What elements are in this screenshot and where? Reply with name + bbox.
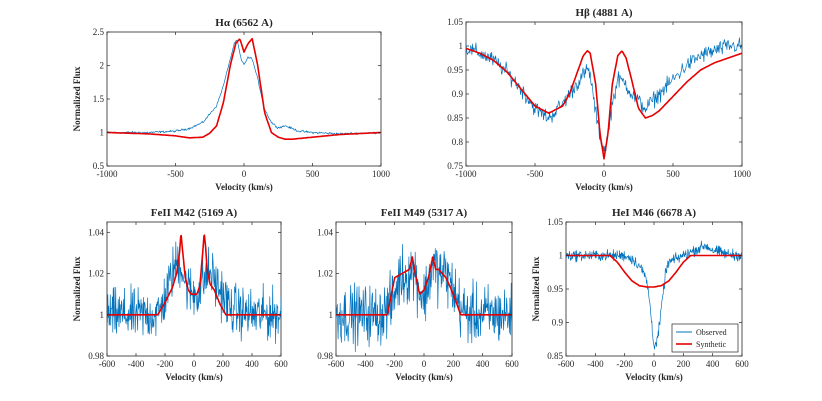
x-tick-label: -400 xyxy=(128,359,145,369)
x-tick-label: 0 xyxy=(602,169,607,179)
x-tick-label: 400 xyxy=(706,359,720,369)
panel-title: HeI M46 (6678 A) xyxy=(612,207,696,219)
panel-title: Hα (6562 A) xyxy=(215,17,273,29)
y-tick-label: 0.8 xyxy=(452,137,464,147)
x-tick-label: 0 xyxy=(652,359,657,369)
x-tick-label: 600 xyxy=(505,359,519,369)
synthetic-series-line xyxy=(336,256,512,316)
y-tick-label: 1 xyxy=(459,41,464,51)
y-tick-label: 1.02 xyxy=(317,269,333,279)
legend-label: Synthetic xyxy=(696,340,727,349)
y-tick-label: 1.04 xyxy=(317,227,333,237)
x-tick-label: -600 xyxy=(558,359,575,369)
panel-4: -600 -400 -200 0 200 400 600 0.98 1 1.02 1.04 FeII … xyxy=(317,207,519,382)
x-tick-label: 400 xyxy=(476,359,490,369)
observed-series-line xyxy=(466,37,742,153)
y-axis-label: Normalized Flux xyxy=(72,256,82,321)
legend: Observed Synthetic xyxy=(671,323,739,353)
panel-1: -1000 -500 0 500 1000 0.5 1 1.5 2 2.5 Hα (6562 A) V… xyxy=(72,17,391,192)
synthetic-series-line xyxy=(107,37,381,140)
y-tick-label: 2.5 xyxy=(93,27,105,37)
y-tick-label: 1.02 xyxy=(88,269,104,279)
y-tick-label: 0.95 xyxy=(447,65,463,75)
observed-series-line xyxy=(336,243,512,352)
x-tick-label: -1000 xyxy=(456,169,477,179)
panel-3: -600 -400 -200 0 200 400 600 0.98 1 1.02 1.04 FeII … xyxy=(72,207,288,382)
panel-2: -1000 -500 0 500 1000 0.75 0.8 0.85 0.9 0.95 1 1.05… xyxy=(447,7,751,192)
axes-frame xyxy=(465,21,743,167)
x-tick-label: 600 xyxy=(274,359,288,369)
x-tick-label: 400 xyxy=(245,359,259,369)
synthetic-series-line xyxy=(466,47,742,160)
y-tick-label: 1.05 xyxy=(447,17,463,27)
x-tick-label: 500 xyxy=(306,169,320,179)
y-tick-label: 0.98 xyxy=(88,351,104,361)
x-tick-label: 0 xyxy=(242,169,247,179)
x-tick-label: 600 xyxy=(735,359,749,369)
panel-title: Hβ (4881 A) xyxy=(575,7,632,19)
x-axis-label: Velocity (km/s) xyxy=(165,372,222,382)
y-tick-label: 0.5 xyxy=(93,161,105,171)
axes-frame xyxy=(106,31,382,167)
y-tick-label: 1 xyxy=(329,310,334,320)
y-axis-label: Normalized Flux xyxy=(531,256,541,321)
x-tick-label: 1000 xyxy=(372,169,391,179)
x-tick-label: -400 xyxy=(357,359,374,369)
y-tick-label: 1.05 xyxy=(547,217,563,227)
x-tick-label: 500 xyxy=(666,169,680,179)
y-tick-label: 1 xyxy=(100,310,105,320)
y-tick-label: 0.85 xyxy=(447,113,463,123)
x-tick-label: -1000 xyxy=(97,169,118,179)
panel-title: FeII M49 (5317 A) xyxy=(381,207,468,219)
x-tick-label: -200 xyxy=(386,359,403,369)
y-axis-label: Normalized Flux xyxy=(72,66,82,131)
x-tick-label: -200 xyxy=(157,359,174,369)
y-tick-label: 1 xyxy=(559,251,564,261)
y-tick-label: 0.98 xyxy=(317,351,333,361)
panel-title: FeII M42 (5169 A) xyxy=(151,207,238,219)
synthetic-series-line xyxy=(107,234,281,316)
x-axis-label: Velocity (km/s) xyxy=(575,182,632,192)
x-axis-label: Velocity (km/s) xyxy=(215,182,272,192)
x-tick-label: -600 xyxy=(328,359,345,369)
y-tick-label: 1 xyxy=(100,128,105,138)
x-tick-label: -500 xyxy=(167,169,184,179)
y-tick-label: 0.85 xyxy=(547,351,563,361)
y-tick-label: 0.75 xyxy=(447,161,463,171)
y-tick-label: 0.9 xyxy=(452,89,464,99)
x-tick-label: -400 xyxy=(587,359,604,369)
legend-box xyxy=(671,323,739,353)
x-tick-label: 200 xyxy=(447,359,461,369)
y-tick-label: 1.5 xyxy=(93,94,105,104)
synthetic-series-line xyxy=(566,254,742,288)
x-tick-label: -200 xyxy=(616,359,633,369)
x-tick-label: 200 xyxy=(677,359,691,369)
y-tick-label: 0.9 xyxy=(552,318,564,328)
x-tick-label: 200 xyxy=(216,359,230,369)
y-tick-label: 2 xyxy=(100,61,105,71)
x-tick-label: 0 xyxy=(192,359,197,369)
y-tick-label: 1.04 xyxy=(88,227,104,237)
y-tick-label: 0.95 xyxy=(547,284,563,294)
panel-5: -600 -400 -200 0 200 400 600 0.85 0.9 0.95 1 1.05 He… xyxy=(531,207,749,382)
x-tick-label: -500 xyxy=(527,169,544,179)
observed-series-line xyxy=(107,241,281,344)
x-axis-label: Velocity (km/s) xyxy=(625,372,682,382)
legend-label: Observed xyxy=(696,328,727,337)
observed-series-line xyxy=(566,240,742,350)
x-tick-label: -600 xyxy=(99,359,116,369)
x-axis-label: Velocity (km/s) xyxy=(395,372,452,382)
x-tick-label: 1000 xyxy=(733,169,752,179)
x-tick-label: 0 xyxy=(422,359,427,369)
